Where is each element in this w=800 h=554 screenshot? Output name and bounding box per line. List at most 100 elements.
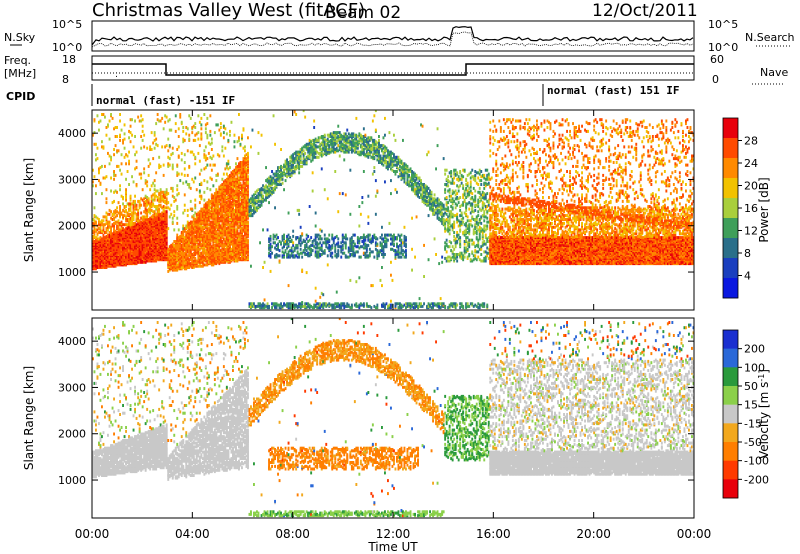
power-cell xyxy=(229,231,231,234)
power-cell xyxy=(197,258,200,262)
power-cell xyxy=(165,190,168,194)
power-cell xyxy=(200,255,203,259)
power-cell xyxy=(260,203,263,207)
power-cell xyxy=(250,145,252,149)
power-cell xyxy=(168,260,171,264)
power-cell xyxy=(290,246,293,250)
power-cell xyxy=(207,218,210,221)
power-cell xyxy=(204,254,207,258)
power-cell xyxy=(182,227,185,231)
power-cell xyxy=(201,236,204,240)
power-cell xyxy=(167,137,170,141)
power-cell xyxy=(113,190,115,194)
cpid-segment-2: normal (fast) 151 IF xyxy=(547,84,679,97)
power-cell xyxy=(180,231,183,234)
freq-tick-high: 18 xyxy=(62,53,76,66)
power-cell xyxy=(229,236,231,240)
power-cell xyxy=(232,192,234,196)
power-cell xyxy=(156,198,159,202)
power-cell xyxy=(201,214,204,218)
power-cell xyxy=(262,228,264,232)
power-cell xyxy=(216,256,219,260)
power-cell xyxy=(281,181,284,185)
power-cell xyxy=(221,221,224,225)
power-cell xyxy=(198,159,201,163)
power-cell xyxy=(176,188,179,192)
power-cell xyxy=(99,119,102,123)
power-cell xyxy=(186,266,189,269)
power-cell xyxy=(283,188,285,192)
power-cell xyxy=(131,216,133,220)
power-cell xyxy=(165,206,168,210)
power-cell xyxy=(192,231,195,234)
power-cell xyxy=(113,212,115,216)
power-cell xyxy=(150,202,153,206)
power-cell xyxy=(229,212,231,216)
power-cell xyxy=(107,151,109,155)
power-cell xyxy=(173,268,176,272)
power-cell xyxy=(209,247,212,251)
power-cell xyxy=(150,199,153,203)
power-cell xyxy=(170,266,173,269)
power-cell xyxy=(197,220,200,224)
power-cell xyxy=(191,236,194,240)
power-cell xyxy=(277,245,279,249)
power-cell xyxy=(225,196,228,199)
power-cell xyxy=(119,207,121,211)
power-cell xyxy=(134,202,136,206)
power-cell xyxy=(189,262,192,266)
power-cell xyxy=(192,124,195,128)
power-cell xyxy=(116,126,118,129)
power-cell xyxy=(92,184,94,188)
power-cell xyxy=(204,127,207,131)
power-cell xyxy=(225,216,228,220)
power-cell xyxy=(280,168,282,172)
power-cell xyxy=(174,122,177,126)
power-cell xyxy=(174,114,177,118)
power-cell xyxy=(171,189,174,193)
power-cell xyxy=(102,236,105,240)
power-cell xyxy=(180,255,183,259)
power-cell xyxy=(268,304,270,308)
power-cell xyxy=(173,196,176,199)
power-cell xyxy=(126,223,129,227)
power-cell xyxy=(185,245,188,249)
power-cell xyxy=(176,268,179,272)
power-cell xyxy=(192,180,195,184)
power-cell xyxy=(209,129,212,133)
power-cell xyxy=(227,186,230,190)
power-cell xyxy=(198,251,201,255)
power-cell xyxy=(204,166,207,170)
power-cell xyxy=(274,241,276,245)
power-cell xyxy=(266,302,269,306)
power-cell xyxy=(116,164,118,168)
power-cell xyxy=(229,218,231,221)
power-cell xyxy=(143,203,146,207)
power-cell xyxy=(110,189,112,193)
power-cell xyxy=(92,237,94,241)
power-cell xyxy=(176,193,179,197)
power-cell xyxy=(198,218,201,221)
power-cell xyxy=(215,188,218,192)
power-cell xyxy=(189,207,192,211)
power-cell xyxy=(110,155,112,159)
power-cell xyxy=(129,220,132,224)
power-cell xyxy=(111,212,114,216)
power-cell xyxy=(98,227,100,231)
power-cell xyxy=(128,150,130,154)
power-cell xyxy=(200,132,203,136)
power-cell xyxy=(194,155,197,159)
power-cell xyxy=(182,126,185,129)
power-cell xyxy=(143,133,146,137)
power-cell xyxy=(125,194,127,198)
power-cell xyxy=(180,151,183,155)
power-cell xyxy=(95,142,97,146)
power-cell xyxy=(125,215,127,219)
power-cell xyxy=(200,116,203,120)
power-cell xyxy=(191,220,194,224)
power-cell xyxy=(105,227,108,231)
power-cell xyxy=(167,227,170,231)
power-cell xyxy=(114,144,117,148)
power-cell xyxy=(204,131,207,135)
power-cell xyxy=(98,167,100,171)
